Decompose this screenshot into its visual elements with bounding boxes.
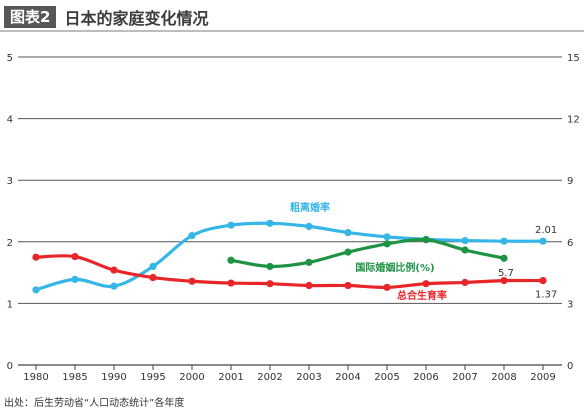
y-right-tick-label: 12 xyxy=(567,115,580,126)
data-point xyxy=(266,219,274,227)
data-point xyxy=(539,237,547,245)
data-point xyxy=(305,222,313,230)
y-left-tick-label: 3 xyxy=(7,176,13,187)
data-point xyxy=(110,266,118,274)
y-right-tick-label: 3 xyxy=(567,299,573,310)
figure-header: 图表2 日本的家庭变化情况 xyxy=(4,4,208,30)
y-right-tick-label: 15 xyxy=(567,53,580,64)
data-point xyxy=(539,277,547,285)
x-tick-label: 2001 xyxy=(218,372,243,383)
y-left-tick-label: 1 xyxy=(7,299,13,310)
end-value-label: 2.01 xyxy=(535,225,557,236)
x-tick-label: 2002 xyxy=(257,372,282,383)
data-point xyxy=(227,279,235,287)
header-divider xyxy=(0,30,584,32)
data-point xyxy=(71,252,79,261)
series-label: 国际婚姻比例(%) xyxy=(355,261,434,274)
y-left-tick-label: 2 xyxy=(7,238,13,249)
data-point xyxy=(32,253,40,261)
data-point xyxy=(422,280,430,288)
data-point xyxy=(110,282,118,290)
data-point xyxy=(461,236,469,245)
x-tick-label: 2004 xyxy=(335,372,360,383)
x-tick-label: 2008 xyxy=(491,372,516,383)
figure-title: 日本的家庭变化情况 xyxy=(64,9,209,28)
x-tick-label: 1995 xyxy=(140,372,165,383)
data-point xyxy=(266,262,274,271)
y-right-tick-label: 9 xyxy=(567,176,573,187)
data-point xyxy=(500,277,508,285)
data-point xyxy=(149,273,157,282)
data-point xyxy=(383,283,391,291)
figure-badge: 图表2 xyxy=(4,6,57,28)
data-point xyxy=(422,236,430,244)
data-point xyxy=(383,240,391,248)
data-point xyxy=(188,232,196,240)
x-tick-label: 2009 xyxy=(530,372,555,383)
y-right-tick-label: 6 xyxy=(567,238,573,249)
data-point xyxy=(344,281,352,290)
data-point xyxy=(461,246,469,254)
data-point xyxy=(305,281,313,290)
x-tick-label: 2007 xyxy=(452,372,477,383)
x-tick-label: 2006 xyxy=(413,372,438,383)
end-value-label: 5.7 xyxy=(498,268,514,279)
data-point xyxy=(461,278,469,287)
x-tick-label: 1985 xyxy=(62,372,87,383)
x-tick-label: 2003 xyxy=(296,372,321,383)
x-tick-label: 2000 xyxy=(179,372,204,383)
end-value-label: 1.37 xyxy=(535,290,557,301)
y-left-tick-label: 0 xyxy=(7,361,13,372)
data-point xyxy=(266,280,274,288)
x-tick-label: 1980 xyxy=(23,372,48,383)
y-left-tick-label: 5 xyxy=(7,53,13,64)
y-left-tick-label: 4 xyxy=(7,115,13,126)
data-point xyxy=(500,237,508,245)
source-note: 出处：后生劳动省“人口动态统计”各年度 xyxy=(4,398,185,409)
data-point xyxy=(188,277,196,285)
x-tick-label: 2005 xyxy=(374,372,399,383)
data-point xyxy=(344,248,352,256)
data-point xyxy=(149,262,157,271)
data-point xyxy=(344,228,352,237)
data-point xyxy=(227,221,235,229)
y-right-tick-label: 0 xyxy=(567,361,573,372)
data-point xyxy=(71,275,79,283)
data-point xyxy=(32,286,40,294)
x-tick-label: 1990 xyxy=(101,372,126,383)
data-point xyxy=(227,256,235,264)
series-label: 粗离婚率 xyxy=(290,201,330,214)
series-label: 总合生育率 xyxy=(397,289,447,302)
data-point xyxy=(500,254,508,262)
data-point xyxy=(383,233,391,241)
data-point xyxy=(305,258,313,266)
